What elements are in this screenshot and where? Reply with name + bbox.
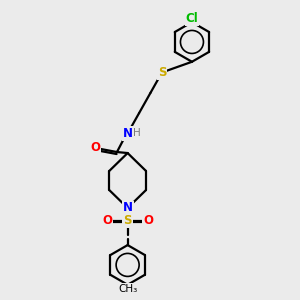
Text: S: S bbox=[123, 214, 132, 227]
Text: S: S bbox=[158, 66, 166, 79]
Text: N: N bbox=[123, 127, 133, 140]
Text: CH₃: CH₃ bbox=[118, 284, 137, 294]
Text: Cl: Cl bbox=[186, 12, 198, 25]
Text: O: O bbox=[102, 214, 112, 227]
Text: O: O bbox=[143, 214, 153, 227]
Text: H: H bbox=[134, 128, 141, 139]
Text: O: O bbox=[90, 142, 100, 154]
Text: N: N bbox=[123, 202, 133, 214]
